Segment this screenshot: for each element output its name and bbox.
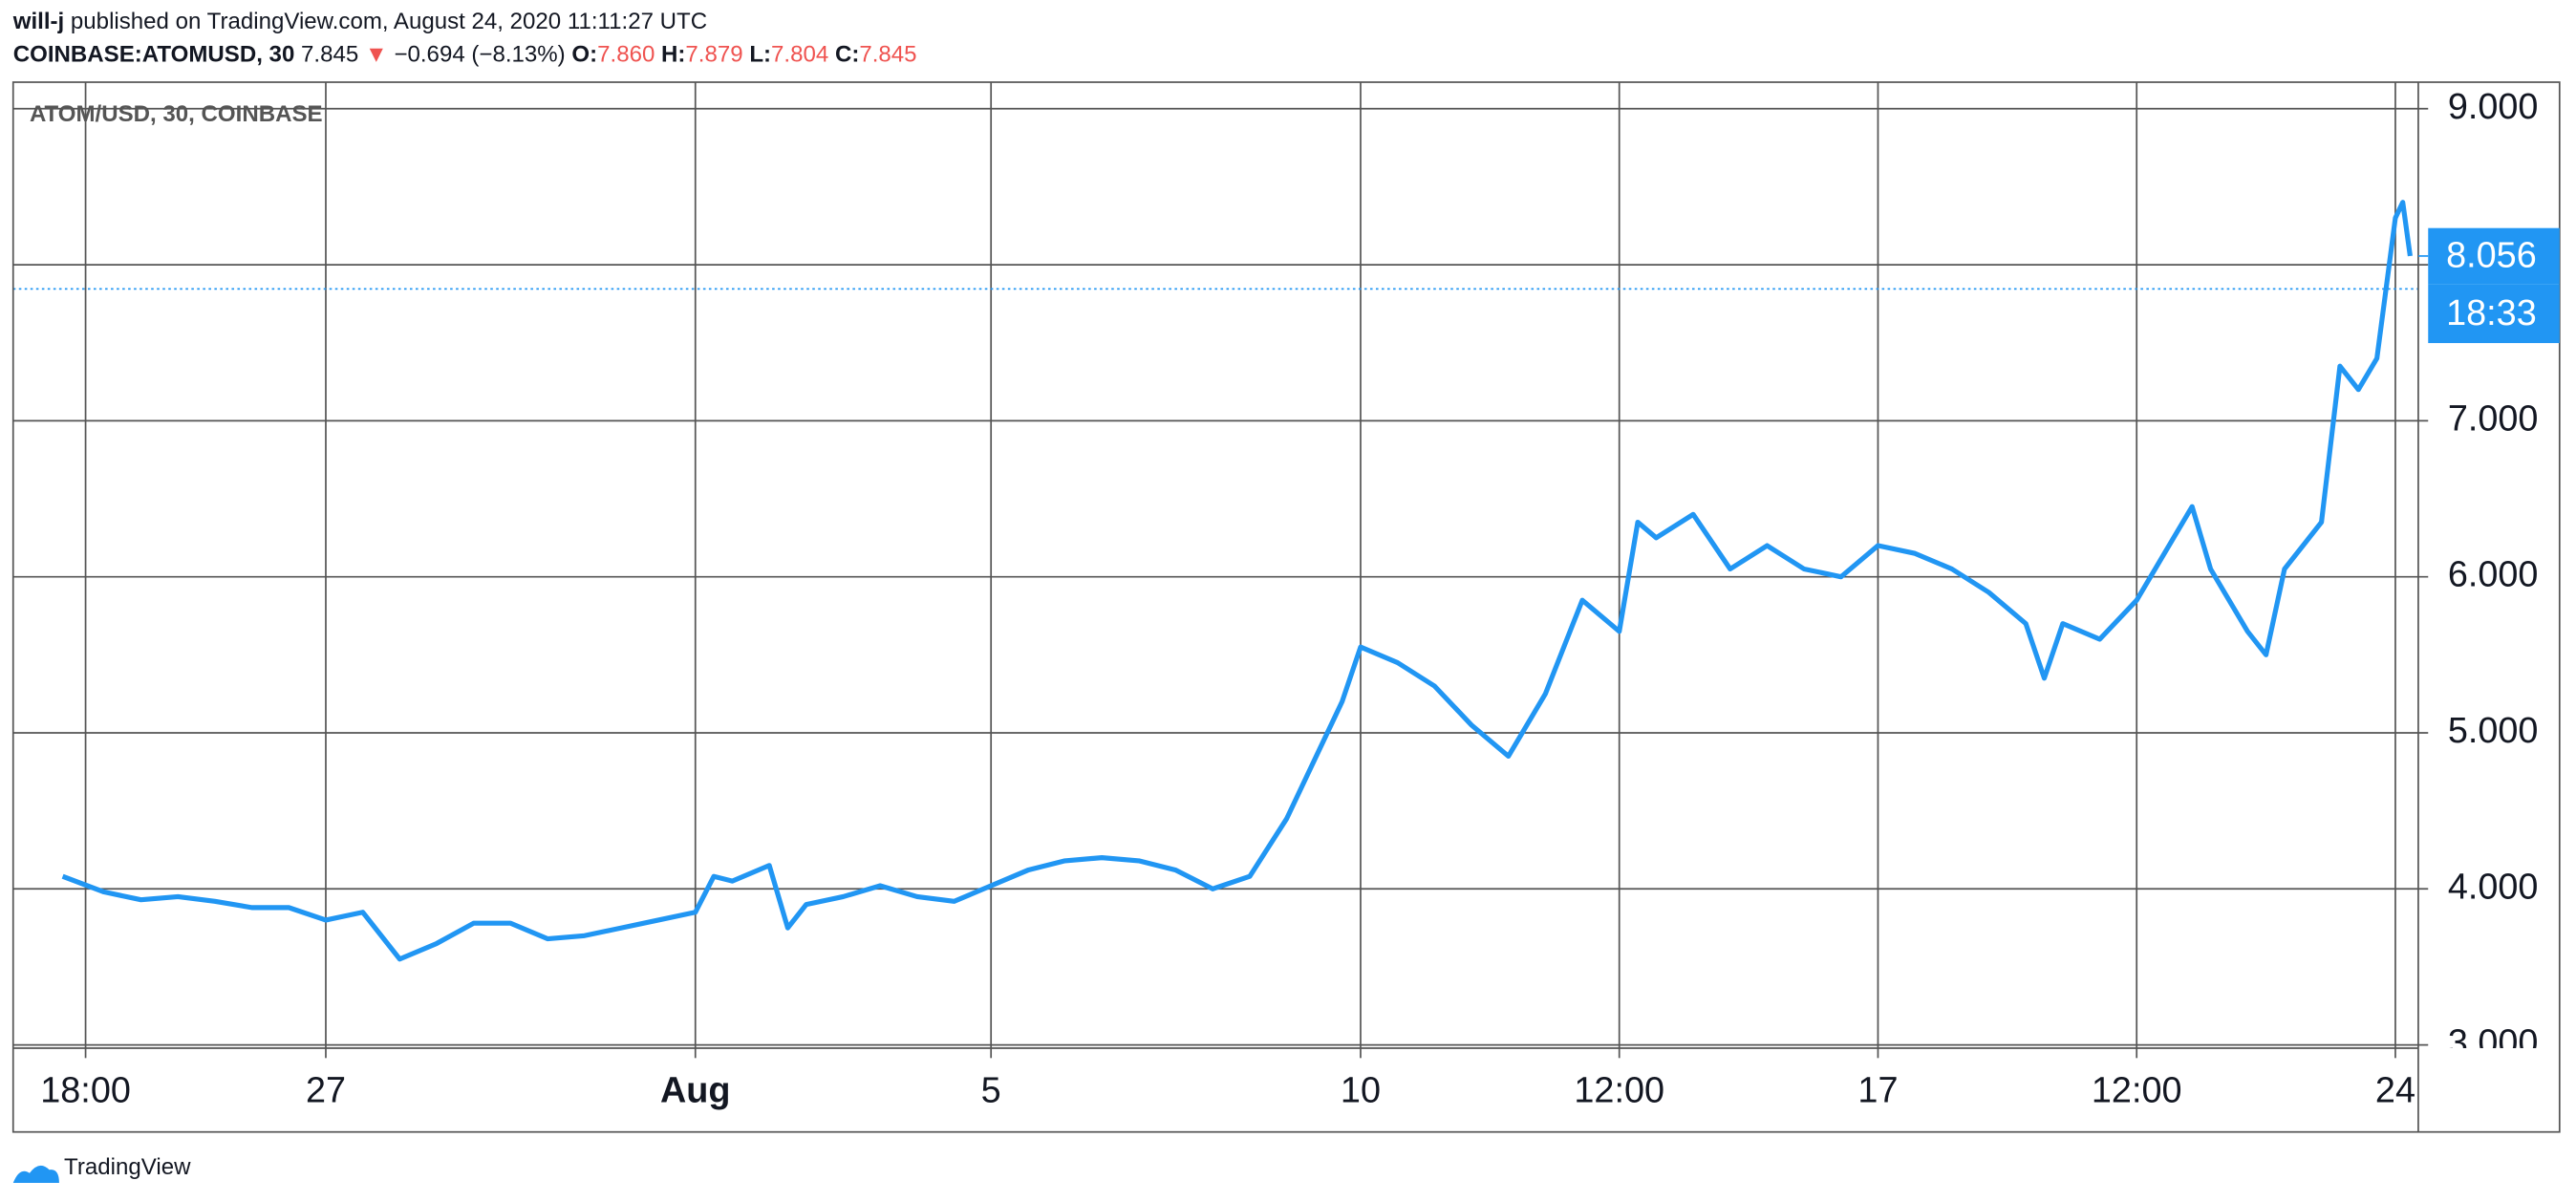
x-tick-label: 18:00 bbox=[40, 1070, 131, 1110]
author: will-j bbox=[12, 9, 64, 34]
brand-logo bbox=[12, 1165, 59, 1184]
y-tick-label: 4.000 bbox=[2448, 867, 2539, 907]
x-tick-label: 5 bbox=[981, 1070, 1001, 1110]
ohlc-value: 7.879 bbox=[685, 42, 742, 68]
x-tick-label: 10 bbox=[1341, 1070, 1381, 1110]
symbol-line: COINBASE:ATOMUSD, 30 7.845 ▼ −0.694 (−8.… bbox=[13, 42, 917, 68]
y-tick-label: 7.000 bbox=[2448, 398, 2539, 439]
price-line-series bbox=[61, 200, 2413, 962]
ohlc-label: L: bbox=[749, 42, 771, 68]
ohlc-label: C: bbox=[835, 42, 859, 68]
ohlc-value: 7.845 bbox=[859, 42, 916, 68]
x-tick-label: 12:00 bbox=[2092, 1070, 2182, 1110]
x-tick-label: 17 bbox=[1857, 1070, 1898, 1110]
x-tick-label: 27 bbox=[306, 1070, 346, 1110]
brand: TradingView bbox=[12, 1154, 191, 1184]
frame bbox=[11, 81, 2561, 1133]
last-value-box bbox=[2428, 227, 2560, 285]
publish-line: will-j published on TradingView.com, Aug… bbox=[12, 9, 707, 34]
brand-name: TradingView bbox=[64, 1154, 191, 1180]
y-tick-label: 9.000 bbox=[2448, 87, 2539, 127]
x-tick-label: 12:00 bbox=[1574, 1070, 1664, 1110]
ohlc-value: 7.804 bbox=[771, 42, 828, 68]
x-tick-label: 24 bbox=[2375, 1070, 2415, 1110]
symbol: COINBASE:ATOMUSD, 30 bbox=[13, 42, 295, 68]
last-value-label: 8.056 bbox=[2446, 236, 2537, 276]
x-axis: 18:00 27 Aug 5 10 12:00 17 12:00 24 bbox=[40, 1048, 2415, 1110]
x-tick-label: Aug bbox=[660, 1070, 731, 1110]
change: −0.694 (−8.13%) bbox=[394, 42, 565, 68]
y-tick-label: 3.000 bbox=[2448, 1023, 2539, 1063]
last-price: 8.056 18:33 bbox=[2417, 227, 2560, 344]
published: published on TradingView.com, August 24,… bbox=[71, 9, 707, 34]
countdown-box bbox=[2428, 284, 2560, 344]
countdown-label: 18:33 bbox=[2446, 293, 2537, 333]
y-tick-label: 6.000 bbox=[2448, 555, 2539, 595]
last: 7.845 bbox=[301, 42, 358, 68]
ohlc-label: H: bbox=[661, 42, 685, 68]
plot bbox=[12, 200, 2418, 962]
pane-title: ATOM/USD, 30, COINBASE bbox=[30, 101, 323, 127]
ohlc-label: O: bbox=[571, 42, 597, 68]
y-tick-label: 5.000 bbox=[2448, 711, 2539, 751]
grid bbox=[12, 82, 2418, 1049]
ohlc-value: 7.860 bbox=[597, 42, 655, 68]
arrow: ▼ bbox=[365, 42, 388, 68]
